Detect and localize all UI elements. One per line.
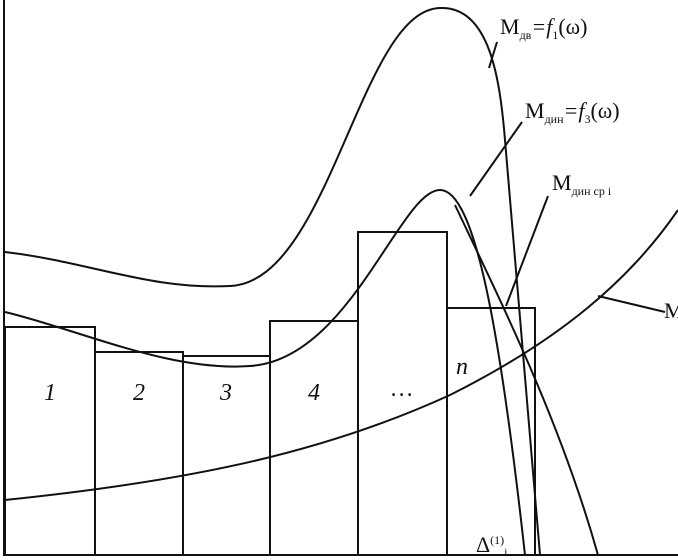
- curve-m-dv: [4, 6, 541, 556]
- column-label: 2: [133, 380, 145, 406]
- label-part: M: [525, 98, 545, 123]
- column-label: n: [456, 354, 468, 380]
- column-label: …: [391, 376, 412, 402]
- label-part: (ω): [590, 98, 619, 123]
- curve-m-din: [4, 188, 526, 556]
- curve-falling: [454, 204, 599, 556]
- label-part: M: [500, 14, 520, 39]
- label-part: дин ср i: [572, 184, 612, 198]
- label-m-din-sr: Mдин ср i: [552, 170, 612, 198]
- label-part: дин: [545, 112, 565, 126]
- label-part: 1: [552, 28, 558, 42]
- label-part: M: [552, 170, 572, 195]
- column-label: 4: [308, 380, 320, 406]
- label-m-din: Mдин=f3(ω): [525, 98, 620, 126]
- column-labels: 1 2 3 4 … n: [44, 354, 468, 406]
- label-part: i: [504, 545, 508, 559]
- label-m-cut: M: [664, 298, 678, 323]
- label-part: Δ: [476, 532, 490, 557]
- column-label: 1: [44, 380, 56, 406]
- column-label: 3: [219, 380, 232, 406]
- axes: [3, 0, 678, 556]
- label-part: дв: [520, 28, 532, 42]
- label-part: =f: [531, 14, 555, 39]
- label-delta: Δ(1)i: [476, 532, 508, 559]
- step-bars: [4, 231, 536, 555]
- leader-lines: [469, 41, 666, 313]
- label-m-dv: Mдв=f1(ω): [500, 14, 587, 42]
- label-part: 3: [584, 112, 590, 126]
- curve-m-din-sr: [4, 209, 678, 501]
- label-part: (1): [490, 533, 504, 547]
- curves: [4, 6, 678, 556]
- label-part: =f: [564, 98, 588, 123]
- label-part: (ω): [558, 14, 587, 39]
